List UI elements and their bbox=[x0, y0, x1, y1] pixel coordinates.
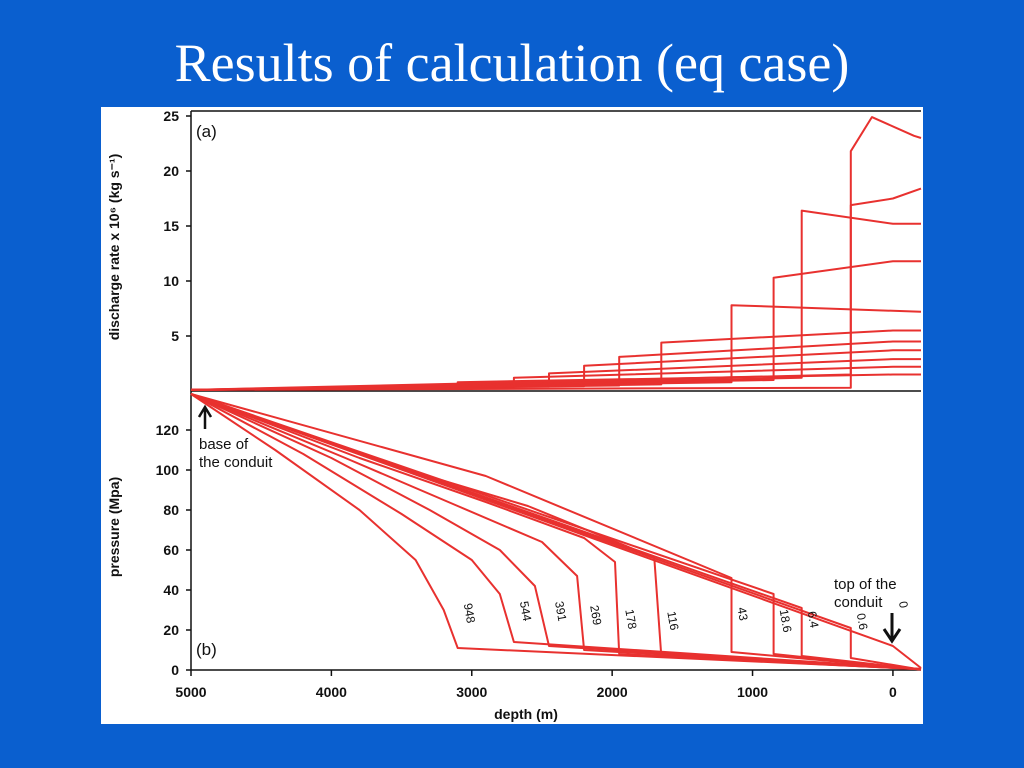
panel-b-series-line bbox=[190, 393, 922, 670]
panel-b-curve-labels: 948 544 391 269 178 116 43 18.6 6.4 0.6 0 bbox=[461, 600, 911, 634]
panel-b-series-line bbox=[190, 393, 922, 670]
curve-label: 178 bbox=[622, 608, 639, 630]
panel-b-ticks: 0 20 40 60 80 100 120 bbox=[156, 422, 191, 678]
panel-a-ytick-label: 15 bbox=[163, 218, 179, 234]
chart-panel: 5 10 15 20 25 0 20 40 60 80 100 120 5000 4000 3000 20… bbox=[101, 107, 923, 724]
panel-b-ylabel: pressure (Mpa) bbox=[106, 477, 122, 577]
base-annotation-line2: the conduit bbox=[199, 454, 273, 471]
panel-a-ytick-label: 20 bbox=[163, 163, 179, 179]
top-annotation-line2: conduit bbox=[834, 594, 883, 611]
xtick-label: 4000 bbox=[316, 684, 347, 700]
panel-a-ytick-label: 10 bbox=[163, 273, 179, 289]
panel-b-ytick-label: 80 bbox=[163, 502, 179, 518]
panel-b-series-line bbox=[190, 393, 922, 671]
panel-b-ytick-label: 0 bbox=[171, 662, 179, 678]
top-arrow bbox=[882, 613, 902, 644]
xtick-label: 5000 bbox=[175, 684, 206, 700]
top-annotation-line1: top of the bbox=[834, 576, 897, 593]
panel-a-ytick-label: 25 bbox=[163, 108, 179, 124]
panel-b-series-line bbox=[190, 393, 922, 671]
panel-b-series-line bbox=[190, 393, 922, 671]
panel-b-series-line bbox=[190, 393, 922, 671]
panel-a-series-line bbox=[190, 260, 921, 391]
curve-label: 269 bbox=[587, 604, 604, 626]
panel-b-series-line bbox=[190, 393, 922, 670]
xtick-label: 3000 bbox=[456, 684, 487, 700]
panel-b-ytick-label: 120 bbox=[156, 422, 180, 438]
panel-b-ytick-label: 60 bbox=[163, 542, 179, 558]
panel-b-curves bbox=[190, 393, 922, 671]
curve-label: 6.4 bbox=[805, 610, 822, 629]
curve-label: 948 bbox=[461, 602, 478, 624]
curve-label: 18.6 bbox=[777, 608, 795, 634]
slide-title: Results of calculation (eq case) bbox=[174, 33, 850, 93]
x-axis-ticks: 5000 4000 3000 2000 1000 0 bbox=[175, 670, 897, 700]
base-annotation-line1: base of bbox=[199, 436, 249, 453]
panel-a-series-line bbox=[190, 209, 921, 391]
base-arrow bbox=[197, 404, 213, 429]
panel-b-tag: (b) bbox=[196, 640, 217, 659]
curve-label: 544 bbox=[517, 600, 534, 622]
panel-a-curves bbox=[190, 116, 922, 391]
panel-b-ytick-label: 40 bbox=[163, 582, 179, 598]
figure-svg: 5 10 15 20 25 0 20 40 60 80 100 120 5000 4000 3000 20… bbox=[106, 108, 922, 722]
x-axis-label: depth (m) bbox=[494, 706, 558, 722]
curve-label: 43 bbox=[735, 606, 751, 622]
curve-label: 0.6 bbox=[854, 612, 871, 631]
panel-a-ylabel: discharge rate x 10⁶ (kg s⁻¹) bbox=[106, 154, 122, 341]
panel-b-ytick-label: 20 bbox=[163, 622, 179, 638]
panel-a-ticks: 5 10 15 20 25 bbox=[163, 108, 191, 344]
xtick-label: 1000 bbox=[737, 684, 768, 700]
panel-b-series-line bbox=[190, 393, 922, 671]
panel-a-tag: (a) bbox=[196, 122, 217, 141]
curve-label: 116 bbox=[664, 610, 681, 632]
curve-label: 391 bbox=[552, 600, 569, 622]
xtick-label: 0 bbox=[889, 684, 897, 700]
panel-a-ytick-label: 5 bbox=[171, 328, 179, 344]
curve-label: 0 bbox=[896, 600, 911, 609]
xtick-label: 2000 bbox=[597, 684, 628, 700]
panel-a-series-line bbox=[190, 187, 922, 391]
panel-b-ytick-label: 100 bbox=[156, 462, 180, 478]
panel-a-series-line bbox=[190, 116, 922, 391]
panel-b-series-line bbox=[190, 393, 922, 669]
